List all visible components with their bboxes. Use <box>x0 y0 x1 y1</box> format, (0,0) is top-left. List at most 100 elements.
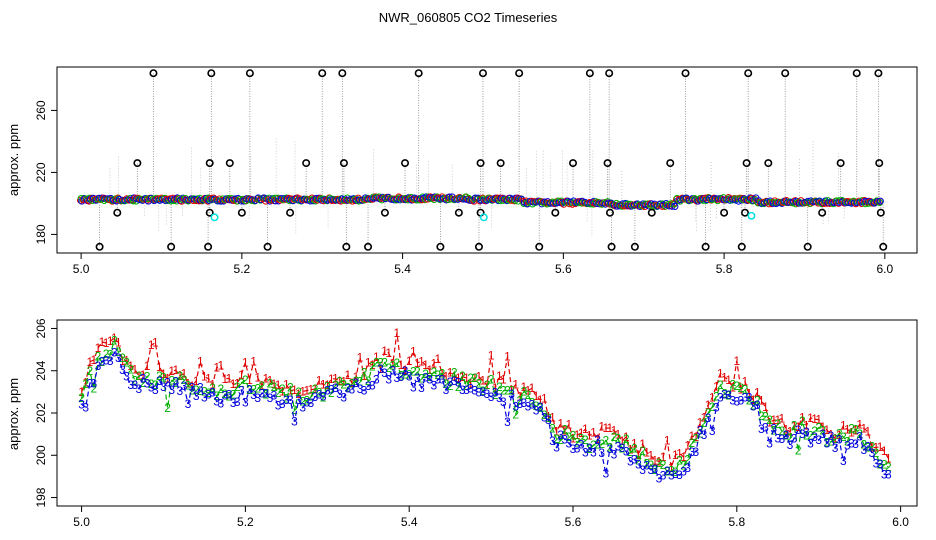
outlier-point <box>585 69 594 78</box>
series-marker: 1 <box>287 384 294 398</box>
series-marker: 3 <box>844 438 851 452</box>
series-marker: 3 <box>848 436 855 450</box>
series-marker: 2 <box>512 408 519 422</box>
series-marker: 1 <box>758 393 765 407</box>
series-marker: 2 <box>815 421 822 435</box>
series-marker: 1 <box>435 352 442 366</box>
series-marker: 1 <box>426 363 433 377</box>
series-marker: 3 <box>578 438 585 452</box>
series-marker: 2 <box>324 379 331 393</box>
series-marker: 2 <box>131 373 138 387</box>
outlier-point <box>720 208 729 217</box>
series-marker: 2 <box>647 458 654 472</box>
series-marker: 2 <box>680 459 687 473</box>
outlier-point <box>95 242 104 251</box>
series-marker: 2 <box>328 386 335 400</box>
series-marker: 1 <box>635 448 642 462</box>
series-marker: 1 <box>451 369 458 383</box>
series-marker: 1 <box>131 362 138 376</box>
series-marker: 1 <box>733 354 740 368</box>
series-marker: 1 <box>324 378 331 392</box>
series-marker: 1 <box>418 355 425 369</box>
series-marker: 3 <box>250 388 257 402</box>
series-marker: 1 <box>168 364 175 378</box>
outlier-point <box>875 159 884 168</box>
series-marker: 3 <box>283 393 290 407</box>
series-marker: 1 <box>615 427 622 441</box>
series-marker: 1 <box>111 331 118 345</box>
series-marker: 2 <box>496 380 503 394</box>
series-marker: 2 <box>185 378 192 392</box>
series-marker: 3 <box>602 467 609 481</box>
series-marker: 3 <box>508 387 515 401</box>
outlier-point <box>744 69 753 78</box>
series-marker: 3 <box>107 354 114 368</box>
series-marker: 2 <box>525 388 532 402</box>
series-marker: 3 <box>762 421 769 435</box>
series-marker: 3 <box>770 422 777 436</box>
series-marker: 1 <box>443 370 450 384</box>
series-marker: 3 <box>381 366 388 380</box>
series-marker: 1 <box>762 400 769 414</box>
series-marker: 3 <box>467 381 474 395</box>
series-marker: 1 <box>525 384 532 398</box>
series-marker: 3 <box>803 425 810 439</box>
series-marker: 3 <box>860 443 867 457</box>
x-tick-label: 5.2 <box>234 262 251 276</box>
series-marker: 1 <box>811 412 818 426</box>
series-marker: 2 <box>144 369 151 383</box>
series-marker: 2 <box>443 377 450 391</box>
series-marker: 1 <box>185 376 192 390</box>
series-marker: 1 <box>365 356 372 370</box>
series-marker: 3 <box>144 376 151 390</box>
series-marker: 1 <box>349 376 356 390</box>
series-marker: 3 <box>209 385 216 399</box>
series-marker: 1 <box>578 426 585 440</box>
series-marker: 2 <box>529 395 536 409</box>
series-marker: 1 <box>242 356 249 370</box>
series-marker: 3 <box>881 467 888 481</box>
series-marker: 1 <box>541 392 548 406</box>
series-marker: 2 <box>439 367 446 381</box>
outlier-point <box>302 159 311 168</box>
series-marker: 1 <box>549 411 556 425</box>
outlier-point <box>474 242 483 251</box>
series-marker: 1 <box>119 354 126 368</box>
outlier-point <box>204 242 213 251</box>
series-marker: 1 <box>422 358 429 372</box>
series-marker: 1 <box>684 439 691 453</box>
series-marker: 2 <box>226 390 233 404</box>
series-marker: 1 <box>103 336 110 350</box>
series-marker: 1 <box>795 420 802 434</box>
series-marker: 2 <box>561 422 568 436</box>
series-marker: 2 <box>111 334 118 348</box>
series-marker: 3 <box>365 379 372 393</box>
series-marker: 1 <box>881 444 888 458</box>
series-marker: 1 <box>332 372 339 386</box>
series-marker: 3 <box>230 396 237 410</box>
series-marker: 3 <box>82 400 89 414</box>
series-marker: 1 <box>447 365 454 379</box>
series-marker: 3 <box>819 427 826 441</box>
outlier-point <box>568 159 577 168</box>
series-marker: 2 <box>660 458 667 472</box>
series-marker: 3 <box>492 385 499 399</box>
series-marker: 2 <box>455 380 462 394</box>
series-marker: 1 <box>189 379 196 393</box>
series-marker: 2 <box>115 345 122 359</box>
series-marker: 2 <box>877 458 884 472</box>
series-marker: 2 <box>828 434 835 448</box>
series-marker: 2 <box>332 378 339 392</box>
series-marker: 2 <box>848 422 855 436</box>
x-tick-label: 5.6 <box>565 515 582 529</box>
series-marker: 1 <box>668 461 675 475</box>
series-marker: 1 <box>234 377 241 391</box>
top-plot-frame <box>56 66 918 254</box>
outlier-point <box>318 69 327 78</box>
series-marker: 3 <box>664 464 671 478</box>
bottom-panel: 1111111111111111111111111111111111111111… <box>6 318 918 529</box>
series-marker: 2 <box>635 453 642 467</box>
series-marker: 3 <box>684 461 691 475</box>
series-marker: 3 <box>78 397 85 411</box>
series-marker: 3 <box>594 433 601 447</box>
